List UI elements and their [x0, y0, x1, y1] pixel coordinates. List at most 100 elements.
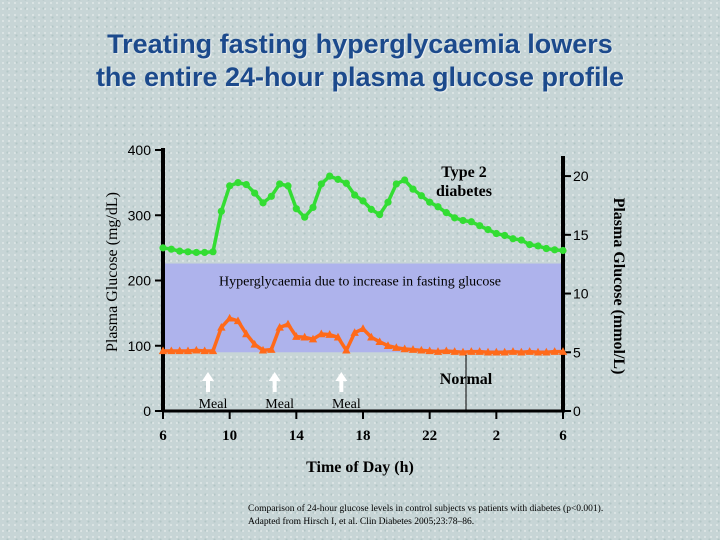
y2-tick-label: 15: [573, 227, 589, 243]
y-tick-label: 0: [143, 403, 151, 419]
y-axis-title: Plasma Glucose (mg/dL): [104, 192, 121, 352]
data-point: [258, 345, 268, 354]
data-point: [476, 222, 484, 230]
y-tick-label: 400: [128, 142, 152, 158]
title-line-2: the entire 24-hour plasma glucose profil…: [95, 62, 625, 92]
data-point: [183, 346, 193, 355]
type2-label-line-2: diabetes: [436, 183, 492, 200]
footnote-line-1: Comparison of 24-hour glucose levels in …: [248, 504, 604, 514]
data-point: [342, 345, 351, 354]
band-label: Hyperglycaemia due to increase in fastin…: [219, 275, 501, 290]
data-point: [450, 347, 459, 355]
data-point: [492, 229, 500, 238]
data-point: [317, 329, 326, 338]
data-point: [384, 198, 392, 206]
data-point: [308, 334, 318, 343]
data-point: [167, 245, 175, 253]
data-point: [175, 346, 184, 355]
data-point: [508, 347, 518, 355]
data-point: [367, 332, 376, 341]
data-point: [217, 322, 226, 331]
title-line-1: Treating fasting hyperglycaemia lowers: [107, 29, 613, 59]
data-point: [251, 189, 259, 197]
x-tick-label: 6: [159, 428, 167, 444]
data-point: [325, 330, 334, 338]
footnote-line-2: Adapted from Hirsch I, et al. Clin Diabe…: [248, 517, 475, 527]
data-point: [226, 182, 234, 190]
meal-arrow: Meal: [265, 372, 294, 412]
data-point: [417, 192, 425, 200]
y2-axis-title: Plasma Glucose (mmol/L): [610, 198, 627, 375]
data-point: [201, 248, 209, 257]
data-point: [250, 339, 259, 348]
data-point: [425, 346, 434, 355]
series-type2-diabetes: [159, 172, 567, 257]
data-point: [492, 347, 501, 356]
tick-marks: [155, 149, 571, 419]
slide-title: Treating fasting hyperglycaemia lowers t…: [0, 28, 720, 94]
hyperglycaemia-band: [163, 263, 563, 353]
y2-tick-label: 0: [573, 403, 581, 419]
data-point: [408, 345, 418, 353]
data-point: [484, 226, 492, 234]
data-point: [176, 247, 184, 255]
data-point: [442, 209, 450, 217]
data-point: [534, 242, 542, 250]
data-point: [509, 235, 517, 243]
data-point: [233, 316, 243, 325]
data-point: [367, 205, 375, 213]
y2-tick-label: 10: [573, 286, 589, 302]
series-normal: [158, 313, 568, 356]
normal-label: Normal: [440, 371, 493, 388]
data-point: [267, 345, 276, 353]
data-point: [184, 248, 192, 256]
footnote: Comparison of 24-hour glucose levels in …: [248, 503, 688, 529]
y-tick-label: 200: [128, 273, 152, 289]
type2-label-line-1: Type 2: [441, 164, 486, 181]
data-point: [242, 329, 251, 338]
data-point: [542, 244, 550, 253]
data-point: [558, 347, 568, 355]
x-tick-label: 18: [356, 428, 371, 444]
x-tick-label: 22: [422, 428, 437, 444]
data-point: [209, 248, 217, 256]
data-point: [426, 198, 434, 206]
meal-markers: Meal Meal Meal: [199, 372, 361, 412]
data-point: [533, 347, 543, 356]
data-point: [392, 180, 400, 188]
data-point: [309, 203, 317, 212]
data-point: [342, 179, 350, 187]
data-point: [283, 319, 293, 328]
x-tick-label: 6: [559, 428, 567, 444]
data-point: [208, 346, 218, 355]
data-point: [517, 347, 526, 356]
data-point: [359, 197, 367, 205]
meal-label: Meal: [265, 397, 294, 412]
data-point: [334, 175, 342, 183]
x-tick-label: 10: [222, 428, 237, 444]
data-point: [159, 244, 167, 252]
data-point: [401, 176, 409, 184]
data-point: [192, 345, 201, 354]
data-point: [434, 203, 442, 211]
data-point: [467, 218, 475, 226]
data-point: [542, 347, 551, 356]
data-point: [483, 347, 493, 356]
data-point: [500, 347, 509, 356]
y-tick-label: 100: [128, 338, 152, 354]
data-point: [375, 337, 384, 346]
data-point: [351, 191, 359, 199]
data-point: [467, 347, 476, 355]
data-point: [475, 347, 484, 355]
data-point: [526, 241, 534, 249]
data-point: [459, 216, 467, 225]
data-point: [358, 324, 368, 332]
data-point: [275, 322, 284, 331]
x-tick-label: 14: [289, 428, 305, 444]
meal-arrow-head: [202, 372, 214, 381]
data-point: [301, 213, 309, 221]
data-point: [383, 341, 393, 349]
data-point: [326, 172, 334, 180]
